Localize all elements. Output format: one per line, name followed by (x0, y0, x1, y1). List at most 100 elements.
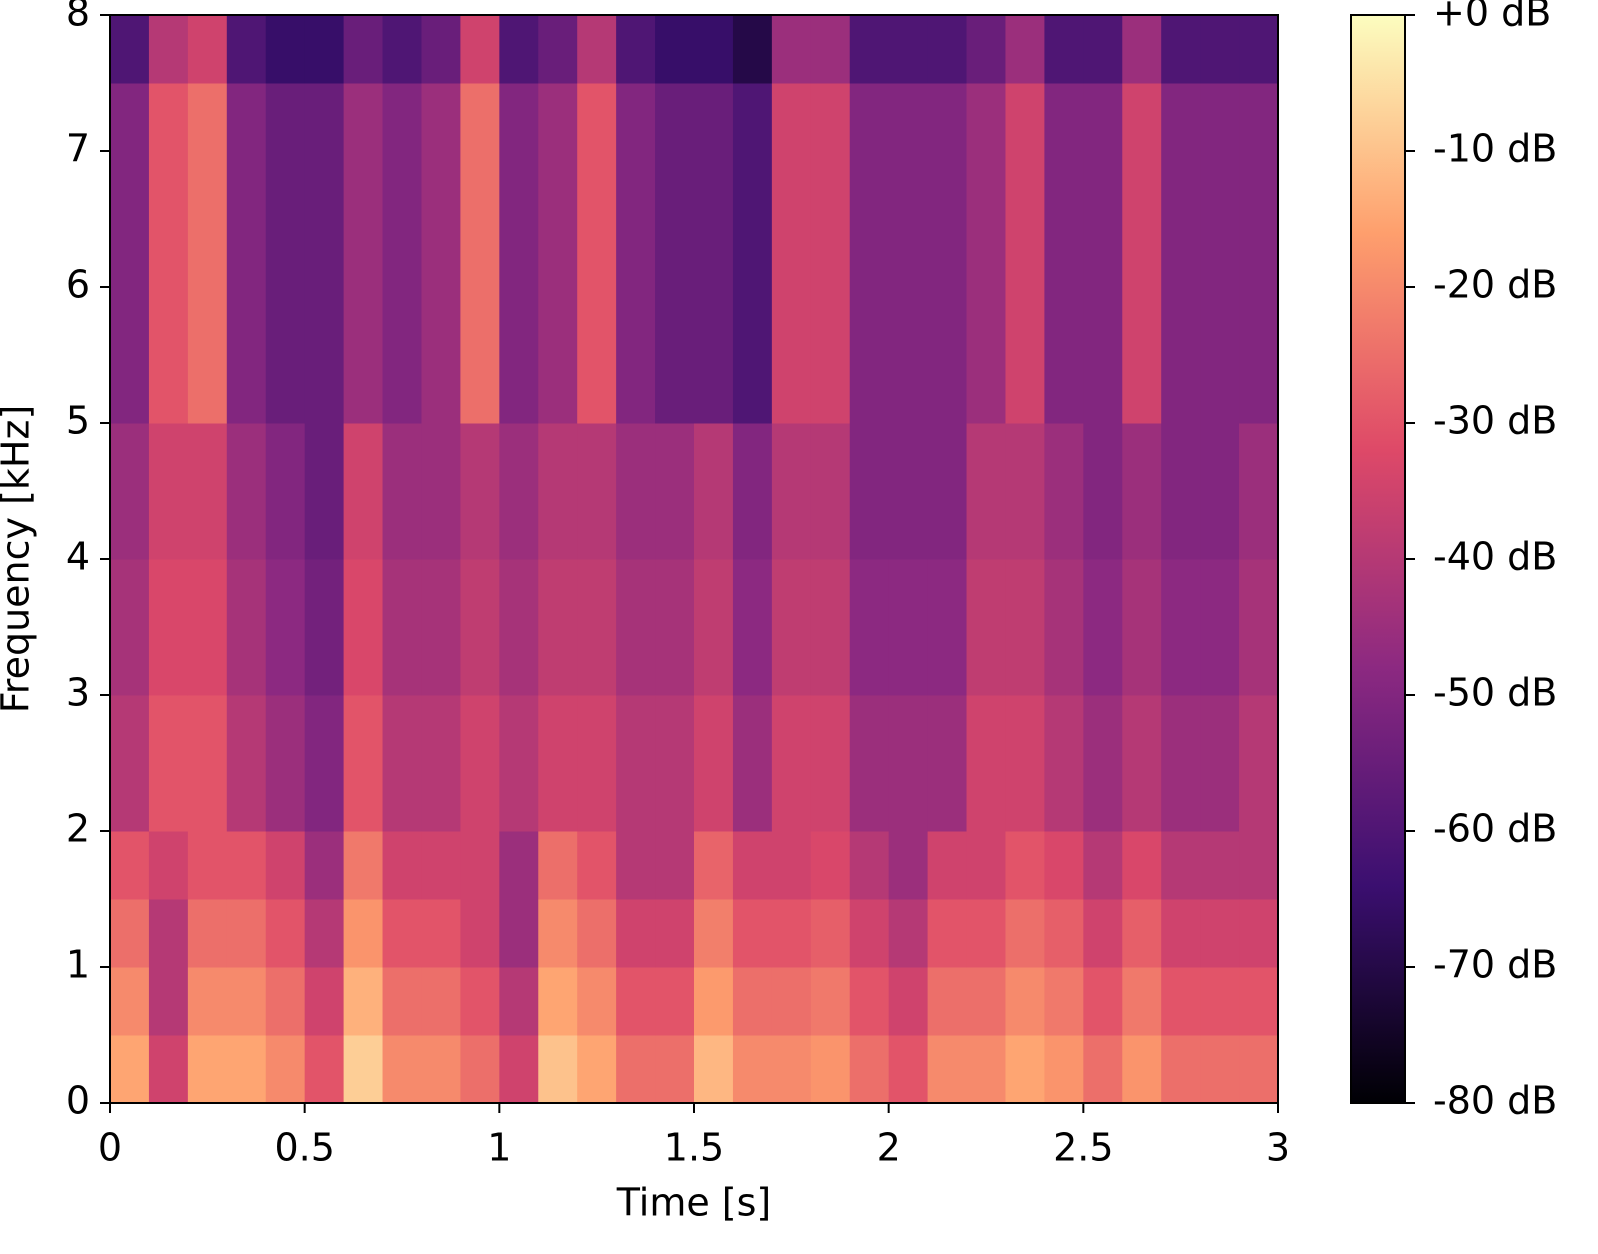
cell (966, 627, 1006, 696)
cell (148, 15, 189, 84)
cell (343, 1035, 384, 1104)
cell (1005, 491, 1045, 560)
cell (265, 763, 306, 832)
cell (1122, 1035, 1162, 1104)
cell (1239, 627, 1279, 696)
cell (1239, 151, 1279, 220)
cell (1239, 83, 1279, 152)
cell (148, 287, 189, 356)
cell (732, 151, 773, 220)
cell (810, 151, 851, 220)
cell (538, 831, 578, 900)
cell (343, 627, 384, 696)
cell (304, 899, 345, 968)
cell (1239, 15, 1279, 84)
cell (966, 491, 1006, 560)
cell (1083, 1035, 1123, 1104)
cell (966, 695, 1006, 764)
cell (499, 83, 539, 152)
colorbar-tick-label: -30 dB (1433, 399, 1557, 443)
cell (927, 559, 968, 628)
cell (694, 151, 734, 220)
y-tick-label: 7 (66, 127, 90, 171)
cell (110, 355, 150, 424)
cell (1161, 763, 1201, 832)
cell (616, 219, 656, 288)
cell (616, 1035, 656, 1104)
y-tick-label: 3 (66, 671, 90, 715)
cell (1122, 423, 1162, 492)
cell (771, 559, 812, 628)
cell (421, 831, 461, 900)
cell (460, 423, 500, 492)
cell (849, 695, 890, 764)
cell (616, 695, 656, 764)
cell (226, 695, 267, 764)
cell (460, 967, 500, 1036)
cell (460, 491, 500, 560)
cell (655, 831, 695, 900)
cell (1200, 355, 1240, 424)
cell (966, 899, 1006, 968)
cell (148, 627, 189, 696)
cell (577, 831, 617, 900)
cell (616, 763, 656, 832)
cell (421, 355, 461, 424)
cell (1044, 219, 1084, 288)
cell (1044, 1035, 1084, 1104)
cell (810, 287, 851, 356)
cell (187, 15, 228, 84)
cell (538, 491, 578, 560)
cell (1122, 355, 1162, 424)
cell (1122, 15, 1162, 84)
colorbar-tick-label: +0 dB (1433, 0, 1551, 35)
cell (1161, 627, 1201, 696)
cell (694, 899, 734, 968)
heatmap (110, 15, 1279, 1104)
cell (1239, 763, 1279, 832)
y-tick-label: 8 (66, 0, 90, 35)
cell (577, 763, 617, 832)
cell (343, 423, 384, 492)
cell (265, 627, 306, 696)
cell (1083, 219, 1123, 288)
cell (1005, 151, 1045, 220)
cell (655, 15, 695, 84)
cell (1044, 831, 1084, 900)
cell (460, 219, 500, 288)
cell (810, 831, 851, 900)
cell (1122, 967, 1162, 1036)
cell (1200, 83, 1240, 152)
cell (265, 423, 306, 492)
cell (382, 1035, 422, 1104)
colorbar (1350, 14, 1406, 1104)
cell (577, 1035, 617, 1104)
cell (460, 355, 500, 424)
cell (382, 15, 422, 84)
cell (1161, 287, 1201, 356)
cell (1005, 287, 1045, 356)
cell (421, 559, 461, 628)
cell (771, 423, 812, 492)
cell (421, 423, 461, 492)
cell (888, 491, 929, 560)
cell (966, 967, 1006, 1036)
cell (1122, 831, 1162, 900)
cell (110, 763, 150, 832)
cell (382, 967, 422, 1036)
cell (110, 219, 150, 288)
cell (1044, 967, 1084, 1036)
cell (538, 151, 578, 220)
cell (460, 695, 500, 764)
cell (110, 151, 150, 220)
cell (1239, 967, 1279, 1036)
cell (849, 899, 890, 968)
colorbar-tick-label: -50 dB (1433, 671, 1557, 715)
y-tick-label: 6 (66, 263, 90, 307)
y-tick-label: 0 (66, 1079, 90, 1123)
cell (226, 83, 267, 152)
cell (810, 967, 851, 1036)
cell (966, 287, 1006, 356)
cell (849, 287, 890, 356)
cell (538, 559, 578, 628)
